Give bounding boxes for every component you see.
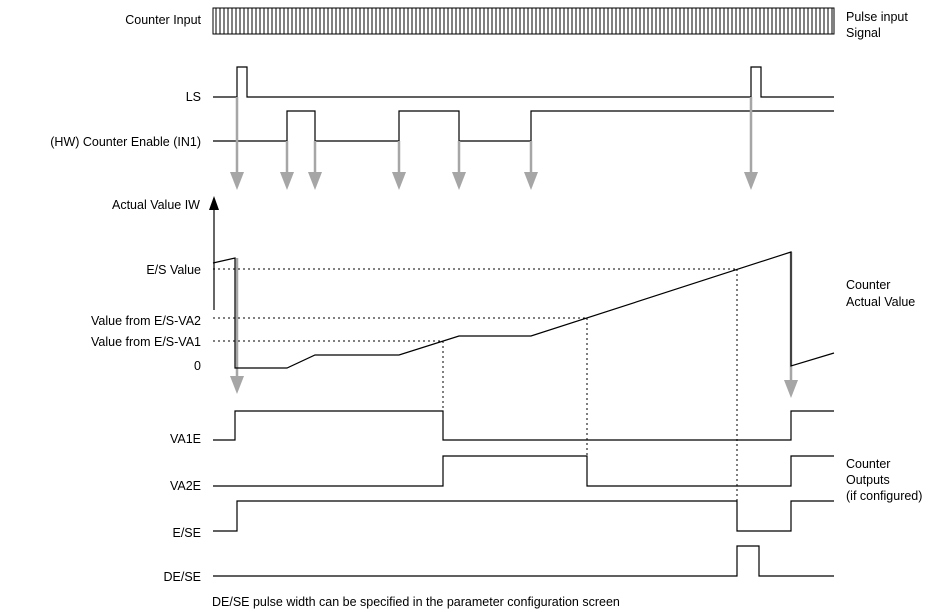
- label-va2e: VA2E: [170, 479, 201, 493]
- label-ls: LS: [186, 90, 201, 104]
- label-zero: 0: [194, 359, 201, 373]
- edge-arrows: [230, 97, 798, 398]
- ls-signal: [213, 66, 834, 98]
- arrow-ls-rise: [230, 97, 244, 190]
- counter-enable-signal: [213, 110, 834, 142]
- label-value-va1: Value from E/S-VA1: [91, 335, 201, 349]
- arrow-enable-fall-1: [308, 141, 322, 190]
- label-va1e: VA1E: [170, 432, 201, 446]
- note-outputs-1: Counter: [846, 457, 890, 471]
- de-se-signal: [213, 545, 834, 577]
- arrow-ls-rise-2: [744, 97, 758, 190]
- note-pulse-input-2: Signal: [846, 26, 881, 40]
- label-value-va2: Value from E/S-VA2: [91, 314, 201, 328]
- counter-input-pulse-train: [215, 8, 833, 34]
- e-se-signal: [213, 500, 834, 532]
- arrow-reset-1: [230, 258, 244, 394]
- arrow-enable-rise-3: [524, 141, 538, 190]
- note-actual-value-2: Actual Value: [846, 295, 915, 309]
- label-counter-input: Counter Input: [125, 13, 201, 27]
- label-es-value: E/S Value: [146, 263, 201, 277]
- footnote: DE/SE pulse width can be specified in th…: [212, 595, 620, 609]
- note-actual-value-1: Counter: [846, 278, 890, 292]
- label-counter-enable: (HW) Counter Enable (IN1): [50, 135, 201, 149]
- va1e-signal: [213, 410, 834, 441]
- note-pulse-input-1: Pulse input: [846, 10, 908, 24]
- note-outputs-3: (if configured): [846, 489, 922, 503]
- arrow-enable-fall-2: [452, 141, 466, 190]
- note-outputs-2: Outputs: [846, 473, 890, 487]
- actual-value-axis-arrowhead: [209, 196, 219, 210]
- label-e-se: E/SE: [173, 526, 202, 540]
- label-actual-value-iw: Actual Value IW: [112, 198, 200, 212]
- arrow-enable-rise-1: [280, 141, 294, 190]
- counter-actual-value-curve: [212, 251, 835, 369]
- arrow-enable-rise-2: [392, 141, 406, 190]
- label-de-se: DE/SE: [163, 570, 201, 584]
- va2e-signal: [213, 455, 834, 487]
